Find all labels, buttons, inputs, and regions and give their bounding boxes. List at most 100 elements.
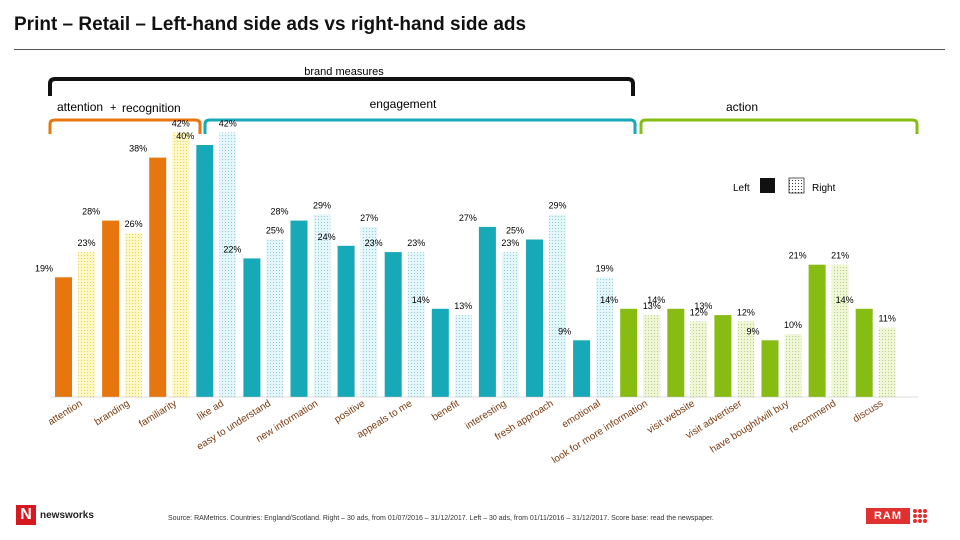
bar-right-4 — [266, 239, 284, 397]
recognition-group-label: recognition — [122, 101, 181, 115]
value-label-left-11: 9% — [558, 326, 571, 336]
value-label-right-13: 12% — [690, 307, 708, 317]
bar-left-15 — [761, 340, 779, 397]
bar-right-8 — [454, 315, 472, 397]
bar-right-17 — [878, 327, 896, 397]
value-label-right-5: 29% — [313, 200, 331, 210]
category-label-17: discuss — [851, 398, 885, 425]
category-label-9: interesting — [464, 398, 509, 432]
value-label-left-16: 21% — [789, 251, 807, 261]
category-label-15: have bought/will buy — [708, 398, 791, 455]
bar-right-12 — [643, 315, 661, 397]
category-label-8: benefit — [430, 398, 461, 423]
bar-left-8 — [431, 308, 449, 397]
action-bracket — [639, 118, 919, 134]
bar-left-11 — [573, 340, 591, 397]
category-label-16: recommend — [788, 398, 839, 435]
value-label-right-3: 42% — [219, 118, 237, 128]
bar-right-9 — [501, 252, 519, 397]
newsworks-logo: N newsworks — [16, 505, 94, 525]
value-label-left-14: 13% — [694, 301, 712, 311]
bar-left-2 — [149, 157, 167, 397]
ram-logo: RAM — [866, 508, 927, 524]
page-title: Print – Retail – Left-hand side ads vs r… — [14, 14, 527, 35]
value-label-left-3: 40% — [176, 131, 194, 141]
value-label-right-8: 13% — [454, 301, 472, 311]
value-label-right-1: 26% — [125, 219, 143, 229]
value-label-left-12: 14% — [600, 295, 618, 305]
value-label-right-6: 27% — [360, 213, 378, 223]
value-label-right-11: 19% — [596, 263, 614, 273]
value-label-right-14: 12% — [737, 307, 755, 317]
title-divider — [14, 49, 945, 50]
bar-left-14 — [714, 315, 732, 397]
legend-left-label: Left — [733, 183, 750, 194]
value-label-left-13: 14% — [647, 295, 665, 305]
bar-left-5 — [290, 220, 308, 397]
bar-left-12 — [620, 308, 638, 397]
plus-label: + — [110, 102, 116, 114]
ram-logo-text: RAM — [866, 508, 910, 524]
bar-right-3 — [219, 132, 237, 397]
value-label-right-10: 29% — [548, 200, 566, 210]
bar-right-5 — [313, 214, 331, 397]
bar-left-16 — [808, 264, 826, 397]
category-label-0: attention — [46, 398, 84, 428]
source-note: Source: RAMetrics. Countries: England/Sc… — [168, 515, 714, 522]
newsworks-logo-text: newsworks — [40, 509, 94, 521]
category-label-2: familiarity — [137, 398, 179, 430]
bar-left-7 — [384, 252, 402, 397]
value-label-right-7: 23% — [407, 238, 425, 248]
value-label-right-17: 11% — [879, 314, 896, 324]
bar-right-10 — [549, 214, 566, 397]
value-label-left-0: 19% — [35, 263, 53, 273]
ram-logo-dots — [913, 509, 927, 523]
bar-left-1 — [102, 220, 120, 397]
bar-left-9 — [478, 226, 496, 397]
value-label-left-15: 9% — [746, 326, 759, 336]
legend-left-swatch — [760, 178, 775, 193]
engagement-bracket — [203, 118, 637, 134]
bar-left-3 — [196, 145, 214, 397]
value-label-left-17: 14% — [836, 295, 854, 305]
attention-group-label: attention — [57, 100, 103, 114]
value-label-right-16: 21% — [831, 251, 849, 261]
value-label-right-2: 42% — [172, 118, 190, 128]
newsworks-logo-mark: N — [16, 505, 36, 525]
bar-right-13 — [690, 321, 708, 397]
legend-right-label: Right — [812, 183, 836, 194]
action-group-label: action — [726, 100, 758, 114]
value-label-right-9: 23% — [501, 238, 519, 248]
bar-right-6 — [360, 226, 378, 397]
bar-right-0 — [78, 252, 95, 397]
value-label-right-0: 23% — [77, 238, 95, 248]
bar-left-6 — [337, 245, 355, 397]
value-label-right-15: 10% — [784, 320, 802, 330]
category-label-6: positive — [333, 398, 368, 426]
category-label-3: like ad — [196, 398, 226, 423]
bar-right-14 — [737, 321, 755, 397]
attention-bracket — [48, 118, 202, 134]
value-label-left-5: 28% — [270, 207, 288, 217]
value-label-left-1: 28% — [82, 207, 100, 217]
bar-right-11 — [596, 277, 614, 397]
value-label-left-4: 22% — [223, 244, 241, 254]
value-label-left-10: 25% — [506, 226, 524, 236]
category-label-1: branding — [93, 398, 132, 428]
value-label-right-12: 13% — [643, 301, 661, 311]
brand-measures-bracket — [48, 77, 635, 96]
bar-right-2 — [172, 132, 190, 397]
bars-layer: 19% 23% attention 28% 26% branding 38% 42% famil… — [35, 118, 918, 466]
bar-right-15 — [784, 334, 802, 397]
value-label-left-6: 24% — [318, 232, 336, 242]
value-label-left-9: 27% — [459, 213, 477, 223]
bar-left-17 — [855, 308, 873, 397]
engagement-group-label: engagement — [370, 97, 437, 111]
bar-right-1 — [125, 233, 143, 397]
bar-left-13 — [667, 308, 685, 397]
value-label-left-2: 38% — [129, 144, 147, 154]
brand-measures-label: brand measures — [304, 66, 384, 78]
bar-left-0 — [55, 277, 72, 397]
bar-left-10 — [526, 239, 543, 397]
